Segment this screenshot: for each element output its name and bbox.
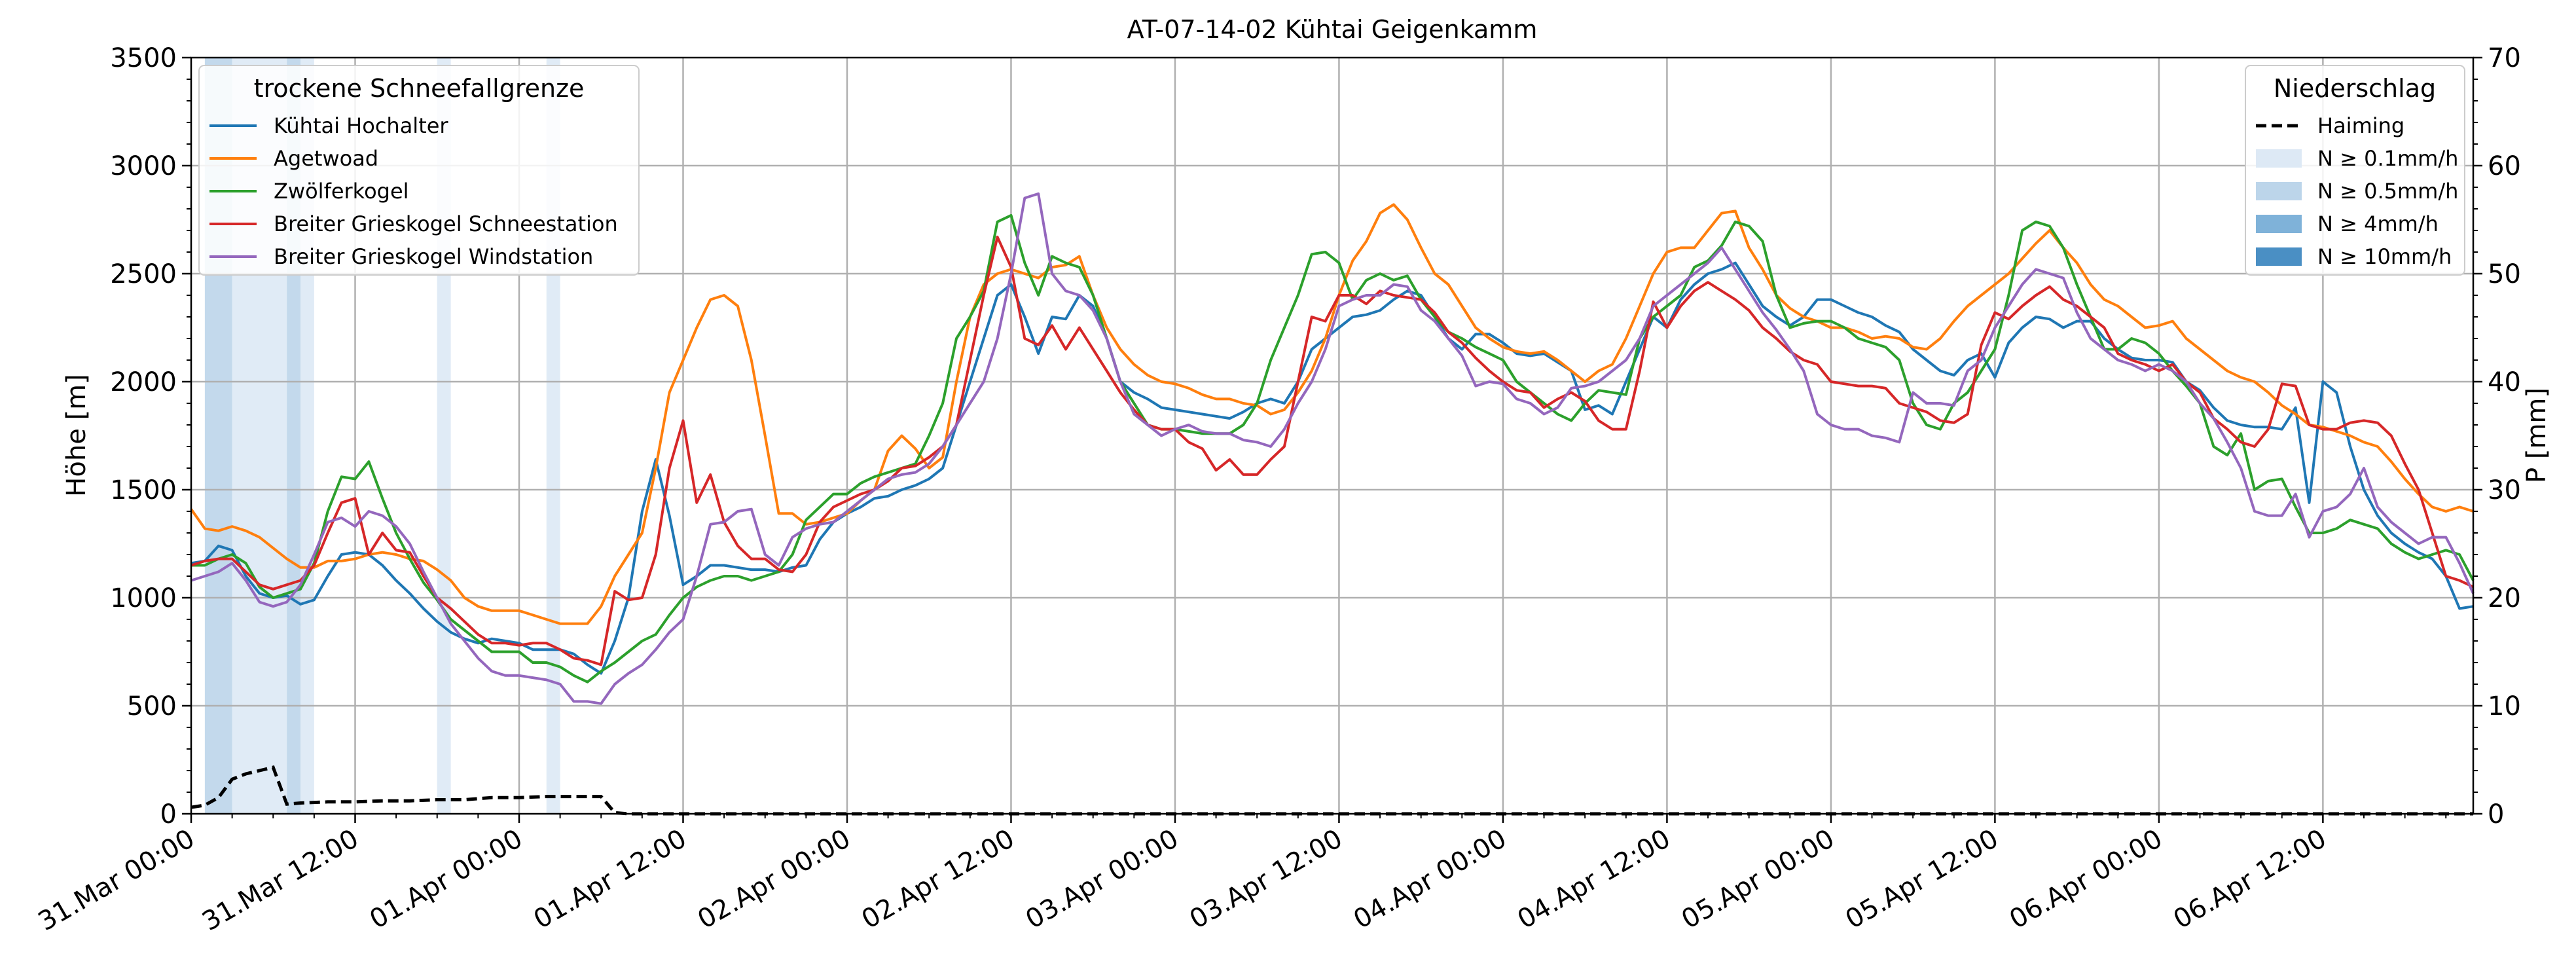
y-tick-label-left: 1500 — [110, 475, 177, 505]
legend-precip-swatch — [2256, 215, 2302, 233]
y-tick-label-right: 0 — [2488, 799, 2504, 830]
legend-precip-label: Haiming — [2317, 113, 2404, 138]
legend-snow-label: Zwölferkogel — [274, 179, 409, 204]
y-axis-label-right: P [mm] — [2522, 388, 2552, 483]
plot-frame — [190, 56, 2475, 815]
legend-precip-swatch — [2256, 149, 2302, 168]
precip-line-haiming — [190, 765, 2473, 816]
legend-snowline-box — [198, 65, 640, 276]
y-tick-label-right: 30 — [2488, 475, 2521, 505]
legend-snow-label: Kühtai Hochalter — [274, 113, 448, 138]
y-tick-label-left: 2000 — [110, 367, 177, 397]
series-line-3 — [191, 213, 2475, 684]
legend-precip-swatch — [2256, 182, 2302, 200]
legend-precip-label: N ≥ 0.5mm/h — [2317, 179, 2458, 204]
legend-snow-label: Breiter Grieskogel Windstation — [274, 244, 593, 269]
y-tick-label-left: 2500 — [110, 259, 177, 289]
legend-precip-label: N ≥ 4mm/h — [2317, 211, 2439, 236]
series-line-5 — [190, 192, 2475, 705]
y-tick-label-right: 60 — [2488, 151, 2521, 181]
y-tick-label-right: 10 — [2488, 691, 2521, 721]
y-axis-label-left: Höhe [m] — [62, 374, 92, 496]
legend-precip-label: N ≥ 10mm/h — [2317, 244, 2452, 269]
chart-title: AT-07-14-02 Kühtai Geigenkamm — [1127, 15, 1538, 44]
y-tick-label-left: 0 — [160, 799, 177, 830]
legend-snowline: trockene Schneefallgrenze Kühtai Hochalt… — [198, 65, 640, 276]
series-line-2 — [190, 203, 2474, 625]
legend-precip-title: Niederschlag — [2274, 74, 2436, 103]
y-tick-label-left: 1000 — [110, 583, 177, 613]
y-tick-label-right: 20 — [2488, 583, 2521, 613]
series-line-4 — [190, 235, 2474, 666]
y-tick-label-right: 50 — [2488, 259, 2521, 289]
y-tick-label-left: 3000 — [110, 151, 177, 181]
y-tick-label-left: 500 — [127, 691, 177, 721]
legend-precip-label: N ≥ 0.1mm/h — [2317, 146, 2458, 171]
legend-snow-label: Breiter Grieskogel Schneestation — [274, 211, 618, 236]
legend-snow-label: Agetwoad — [274, 146, 378, 171]
legend-precip: Niederschlag Haiming N ≥ 0.1mm/h N ≥ 0.5mm… — [2245, 65, 2465, 276]
y-tick-label-right: 40 — [2488, 367, 2521, 397]
y-tick-label-right: 70 — [2488, 43, 2521, 73]
y-tick-label-left: 3500 — [110, 43, 177, 73]
legend-precip-swatch — [2256, 247, 2302, 266]
legend-snowline-title: trockene Schneefallgrenze — [254, 74, 585, 103]
